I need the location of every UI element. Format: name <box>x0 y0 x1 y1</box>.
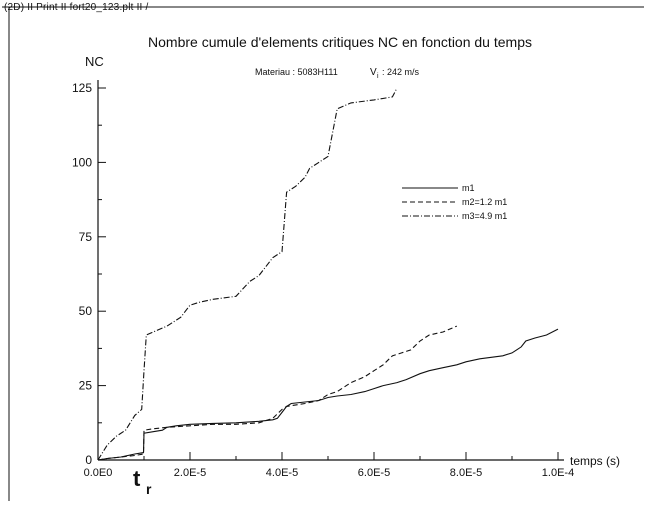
x-tick-label: 8.0E-5 <box>450 467 482 479</box>
window-header: (2D) II Print II fort20_123.plt II / <box>4 2 149 13</box>
y-axis-label: NC <box>85 54 104 69</box>
y-tick-label: 100 <box>72 155 92 169</box>
x-tick-label: 0.0E0 <box>84 467 113 479</box>
annotation-tr: t <box>133 466 141 491</box>
y-tick-label: 125 <box>72 81 92 95</box>
x-tick-label: 1.0E-4 <box>542 467 574 479</box>
subtitle-material: Materiau : 5083H111 <box>255 67 338 77</box>
chart-title: Nombre cumule d'elements critiques NC en… <box>148 34 532 50</box>
legend-label-1: m1 <box>462 183 475 193</box>
series-line-3 <box>97 87 398 461</box>
series-layer <box>97 87 559 461</box>
subtitle-velocity-sub: i <box>377 73 379 80</box>
annotation-tr-sub: r <box>146 481 152 497</box>
series-line-1 <box>97 328 559 461</box>
series-line-2 <box>97 325 458 461</box>
x-tick-label: 6.0E-5 <box>358 467 390 479</box>
legend-label-2: m2=1.2 m1 <box>462 197 507 207</box>
y-tick-label: 75 <box>79 230 93 244</box>
legend: m1 m2=1.2 m1 m3=4.9 m1 <box>402 183 507 221</box>
axes: 0 25 50 75 100 125 0.0E0 2.0E-5 4.0E-5 6.0E-5 8.0E… <box>72 80 574 479</box>
subtitle-velocity-value: : 242 m/s <box>382 67 420 77</box>
y-tick-label: 50 <box>79 304 93 318</box>
y-tick-label: 25 <box>79 379 93 393</box>
x-axis-label: temps (s) <box>570 454 620 468</box>
y-tick-label: 0 <box>85 453 92 467</box>
legend-label-3: m3=4.9 m1 <box>462 211 507 221</box>
subtitle-velocity-symbol: V <box>370 67 377 78</box>
x-tick-label: 2.0E-5 <box>174 467 206 479</box>
x-tick-label: 4.0E-5 <box>266 467 298 479</box>
